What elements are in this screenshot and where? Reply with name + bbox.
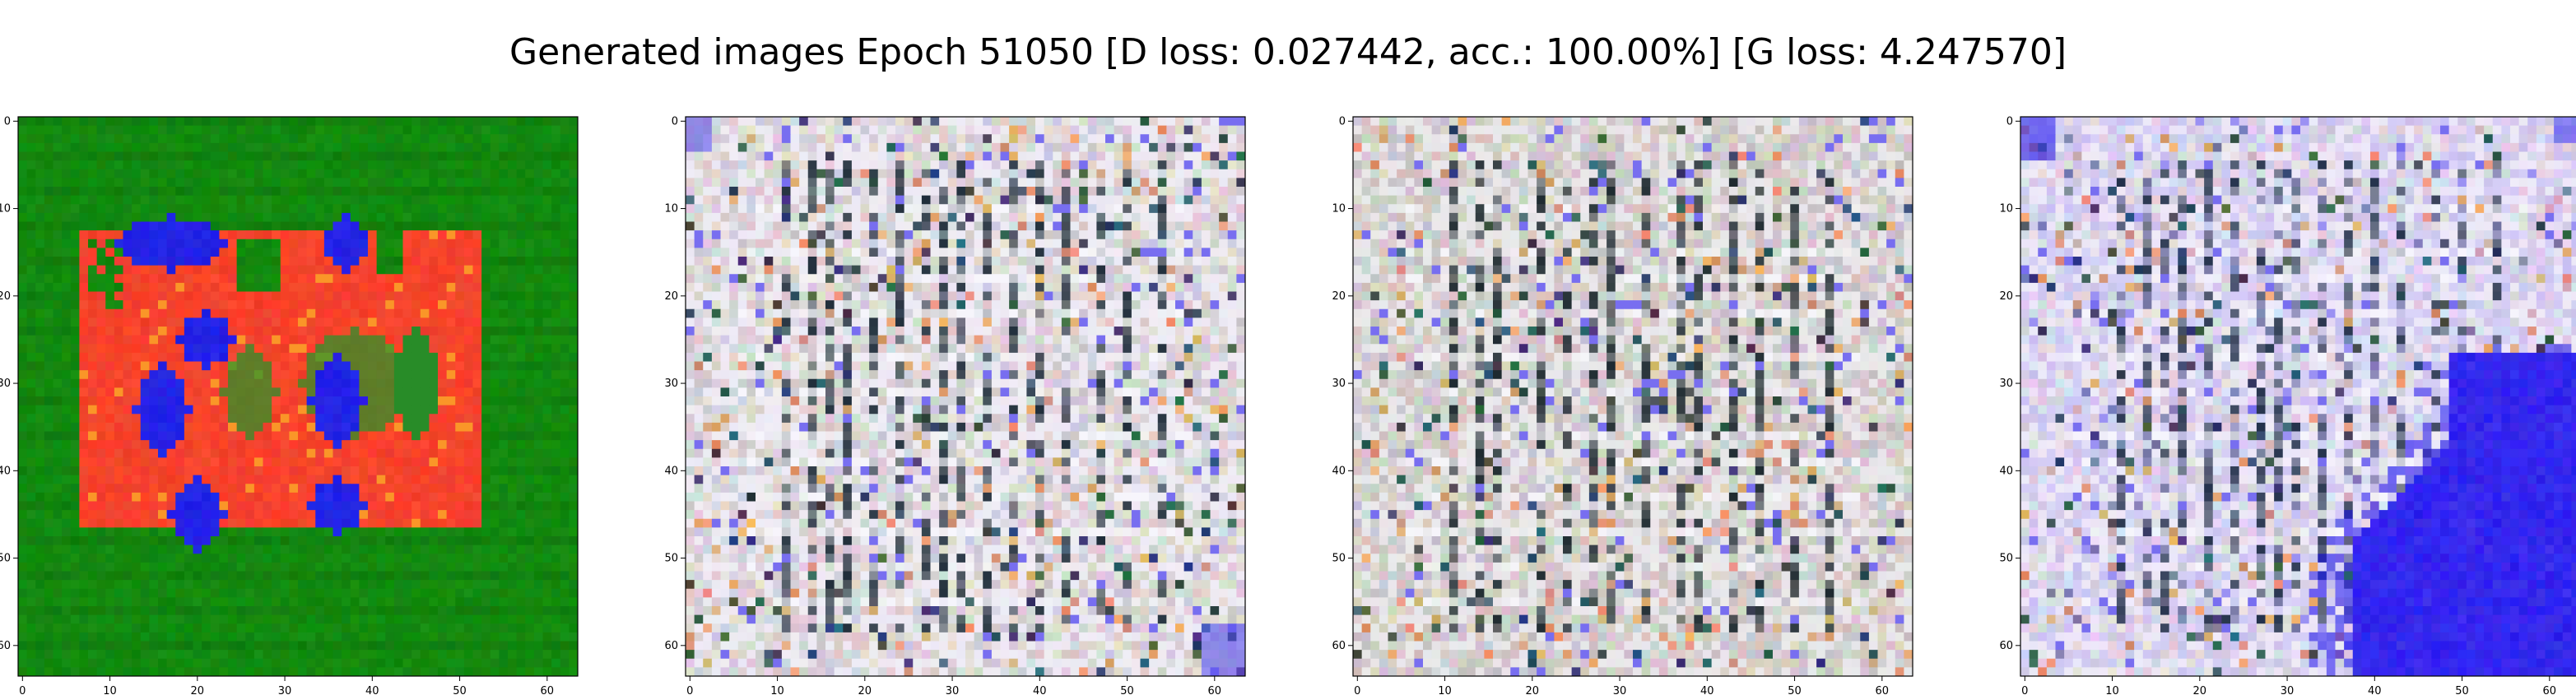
y-tick-label: 40: [1999, 465, 2013, 477]
axes-frame: [2020, 116, 2576, 677]
y-tick-label: 10: [0, 203, 11, 215]
y-axis: 0 10 20 30 40 50 60: [0, 115, 18, 652]
image-panel-1: 0 10 20 30 40 50 60 0 10 20 30 40 50 60: [0, 115, 579, 695]
x-tick-label: 50: [1788, 685, 1802, 695]
x-tick-label: 0: [2021, 685, 2028, 695]
x-axis: 0 10 20 30 40 50 60: [19, 676, 554, 695]
x-tick-label: 60: [1208, 685, 1222, 695]
y-tick-label: 30: [0, 378, 11, 390]
x-axis: 0 10 20 30 40 50 60: [2021, 676, 2556, 695]
y-tick-label: 20: [1332, 290, 1346, 303]
x-tick-label: 30: [1613, 685, 1627, 695]
y-tick-label: 20: [1999, 290, 2013, 303]
x-tick-label: 0: [686, 685, 693, 695]
y-axis: 0 10 20 30 40 50 60: [1999, 115, 2020, 652]
generated-image-1: [18, 117, 579, 677]
x-tick-label: 30: [946, 685, 960, 695]
y-tick-label: 20: [0, 290, 11, 303]
generated-image-3: [1353, 117, 1913, 677]
axes-frame: [17, 116, 579, 677]
x-tick-label: 40: [1033, 685, 1047, 695]
generated-image-4: [2020, 117, 2576, 677]
x-axis: 0 10 20 30 40 50 60: [1354, 676, 1889, 695]
x-tick-label: 40: [2368, 685, 2382, 695]
y-tick-label: 60: [1999, 640, 2013, 652]
axes-3: 0 10 20 30 40 50 60 0 10 20 30 40 50 60: [1332, 115, 1913, 695]
image-panel-2: 0 10 20 30 40 50 60 0 10 20 30 40 50 60: [664, 115, 1246, 695]
x-tick-label: 50: [1120, 685, 1134, 695]
x-tick-label: 60: [541, 685, 555, 695]
x-tick-label: 10: [103, 685, 117, 695]
x-tick-label: 0: [19, 685, 26, 695]
y-tick-label: 20: [664, 290, 678, 303]
y-tick-label: 40: [1332, 465, 1346, 477]
x-tick-label: 20: [2193, 685, 2207, 695]
y-tick-label: 40: [0, 465, 11, 477]
axes-1: 0 10 20 30 40 50 60 0 10 20 30 40 50 60: [0, 115, 579, 695]
axes-frame: [1352, 116, 1913, 677]
image-panel-3: 0 10 20 30 40 50 60 0 10 20 30 40 50 60: [1332, 115, 1913, 695]
x-tick-label: 10: [1438, 685, 1452, 695]
y-tick-label: 50: [1999, 553, 2013, 565]
y-tick-label: 60: [1332, 640, 1346, 652]
figure-title: Generated images Epoch 51050 [D loss: 0.…: [509, 31, 2067, 73]
y-tick-label: 30: [664, 378, 678, 390]
x-tick-label: 40: [365, 685, 379, 695]
x-tick-label: 10: [2105, 685, 2119, 695]
axes-4: 0 10 20 30 40 50 60 0 10 20 30 40 50 60: [1999, 115, 2576, 695]
y-axis: 0 10 20 30 40 50 60: [1332, 115, 1353, 652]
y-tick-label: 0: [672, 115, 678, 127]
x-tick-label: 10: [770, 685, 784, 695]
y-tick-label: 40: [664, 465, 678, 477]
y-tick-label: 10: [1332, 203, 1346, 215]
y-tick-label: 30: [1999, 378, 2013, 390]
x-tick-label: 20: [1526, 685, 1540, 695]
y-axis: 0 10 20 30 40 50 60: [664, 115, 686, 652]
axes-2: 0 10 20 30 40 50 60 0 10 20 30 40 50 60: [664, 115, 1246, 695]
y-tick-label: 60: [664, 640, 678, 652]
axes-frame: [685, 116, 1246, 677]
y-tick-label: 0: [2006, 115, 2013, 127]
y-tick-label: 50: [1332, 553, 1346, 565]
x-tick-label: 20: [858, 685, 872, 695]
x-tick-label: 30: [278, 685, 292, 695]
y-tick-label: 10: [664, 203, 678, 215]
x-tick-label: 50: [2455, 685, 2469, 695]
y-tick-label: 60: [0, 640, 11, 652]
y-tick-label: 50: [664, 553, 678, 565]
generated-image-2: [686, 117, 1246, 677]
x-tick-label: 40: [1700, 685, 1714, 695]
x-tick-label: 60: [1876, 685, 1890, 695]
x-tick-label: 50: [453, 685, 467, 695]
y-tick-label: 0: [4, 115, 11, 127]
x-axis: 0 10 20 30 40 50 60: [686, 676, 1221, 695]
x-tick-label: 60: [2543, 685, 2557, 695]
y-tick-label: 0: [1339, 115, 1346, 127]
x-tick-label: 30: [2281, 685, 2295, 695]
y-tick-label: 30: [1332, 378, 1346, 390]
y-tick-label: 10: [1999, 203, 2013, 215]
x-tick-label: 0: [1354, 685, 1360, 695]
x-tick-label: 20: [191, 685, 205, 695]
image-panel-4: 0 10 20 30 40 50 60 0 10 20 30 40 50 60: [1999, 115, 2576, 695]
y-tick-label: 50: [0, 553, 11, 565]
